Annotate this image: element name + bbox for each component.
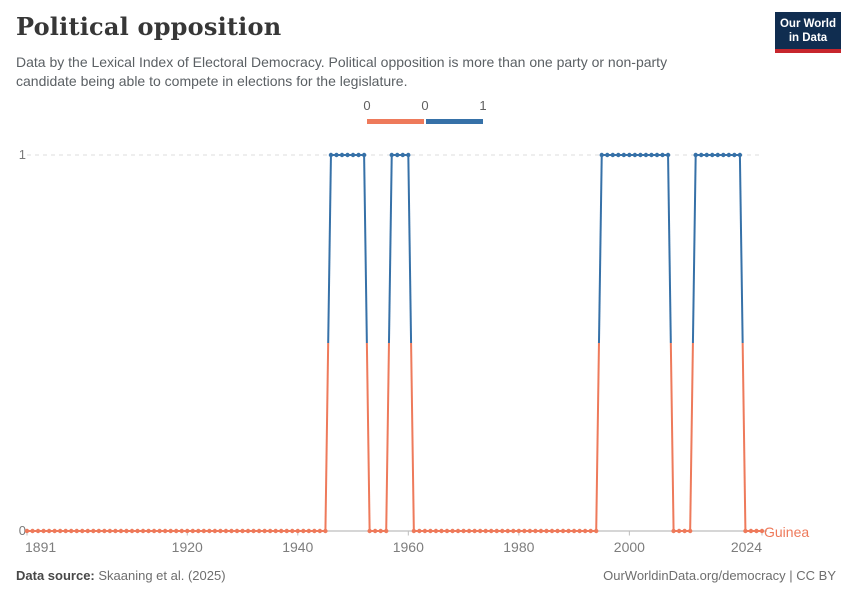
x-tick-label: 1940: [282, 539, 314, 555]
y-tick-label-1: 1: [18, 147, 26, 162]
page-title: Political opposition: [16, 12, 282, 41]
x-tick-label: 1891: [25, 539, 57, 555]
y-tick-label-0: 0: [18, 523, 26, 538]
data-source-note: Data source: Skaaning et al. (2025): [16, 568, 226, 583]
entity-label-guinea[interactable]: Guinea: [764, 524, 810, 540]
legend-label-zero-right: 0: [421, 98, 429, 113]
chart-subtitle: Data by the Lexical Index of Electoral D…: [16, 54, 668, 90]
owid-logo-line1: Our World: [779, 18, 836, 30]
owid-logo-line2: in Data: [788, 32, 828, 45]
credit-link[interactable]: OurWorldinData.org/democracy | CC BY: [603, 568, 836, 583]
x-tick-label: 1960: [392, 539, 424, 555]
data-source-label: Data source:: [16, 568, 95, 583]
x-tick-label: 2024: [730, 539, 762, 555]
legend-swatch-value1[interactable]: [426, 119, 483, 124]
data-source-value: Skaaning et al. (2025): [94, 568, 226, 583]
data-line: [27, 154, 762, 532]
x-tick-label: 1980: [503, 539, 535, 555]
x-tick-label: 2000: [613, 539, 645, 555]
legend-swatch-value0[interactable]: [367, 119, 424, 124]
owid-logo[interactable]: Our World in Data: [775, 12, 841, 54]
x-tick-label: 1920: [171, 539, 203, 555]
data-points: [24, 152, 765, 534]
legend-label-zero-left: 0: [363, 98, 371, 113]
legend-label-one: 1: [479, 98, 487, 113]
